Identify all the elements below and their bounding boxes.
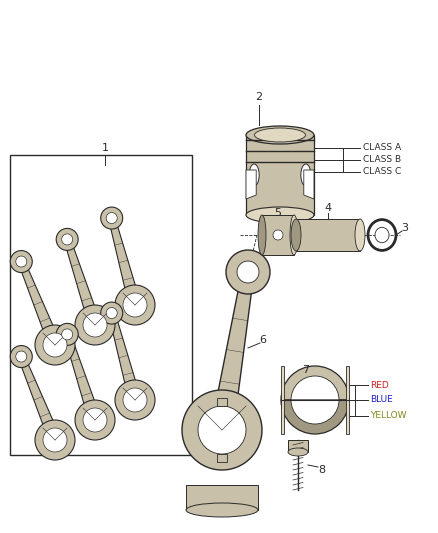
Ellipse shape bbox=[258, 215, 266, 255]
Circle shape bbox=[62, 329, 73, 340]
Circle shape bbox=[198, 406, 246, 454]
Ellipse shape bbox=[290, 215, 298, 255]
Text: CLASS C: CLASS C bbox=[363, 167, 401, 176]
Wedge shape bbox=[291, 376, 339, 400]
Ellipse shape bbox=[355, 219, 365, 251]
Circle shape bbox=[35, 325, 75, 365]
Circle shape bbox=[75, 400, 115, 440]
Ellipse shape bbox=[246, 126, 314, 144]
Polygon shape bbox=[110, 319, 137, 388]
Circle shape bbox=[123, 293, 147, 317]
Bar bbox=[346, 366, 349, 434]
Text: 1: 1 bbox=[102, 143, 109, 153]
Text: RED: RED bbox=[370, 381, 389, 390]
Circle shape bbox=[115, 380, 155, 420]
Circle shape bbox=[101, 207, 123, 229]
Circle shape bbox=[35, 420, 75, 460]
Circle shape bbox=[101, 302, 123, 324]
Ellipse shape bbox=[291, 219, 301, 251]
Circle shape bbox=[123, 388, 147, 412]
Circle shape bbox=[83, 313, 107, 337]
Ellipse shape bbox=[186, 503, 258, 517]
Ellipse shape bbox=[249, 164, 259, 186]
Ellipse shape bbox=[254, 128, 305, 142]
Bar bbox=[217, 398, 227, 406]
Polygon shape bbox=[66, 340, 96, 408]
Text: CLASS A: CLASS A bbox=[363, 143, 401, 152]
Circle shape bbox=[182, 390, 262, 470]
Text: BLUE: BLUE bbox=[370, 395, 393, 405]
Circle shape bbox=[237, 261, 259, 283]
Text: 2: 2 bbox=[255, 92, 262, 102]
Circle shape bbox=[43, 333, 67, 357]
Circle shape bbox=[16, 351, 27, 362]
Bar bbox=[296, 219, 360, 251]
Ellipse shape bbox=[375, 227, 389, 243]
Ellipse shape bbox=[273, 230, 283, 240]
Circle shape bbox=[226, 250, 270, 294]
Polygon shape bbox=[21, 361, 55, 429]
Text: YELLOW: YELLOW bbox=[370, 411, 406, 421]
Text: 8: 8 bbox=[318, 465, 325, 475]
Text: 3: 3 bbox=[402, 223, 409, 233]
Wedge shape bbox=[281, 366, 349, 400]
Circle shape bbox=[75, 305, 115, 345]
Text: 4: 4 bbox=[325, 203, 332, 213]
Text: 5: 5 bbox=[275, 208, 282, 218]
Bar bbox=[246, 135, 314, 215]
Wedge shape bbox=[281, 400, 349, 434]
Ellipse shape bbox=[288, 448, 308, 456]
Bar bbox=[10, 155, 192, 455]
Circle shape bbox=[10, 251, 32, 272]
Circle shape bbox=[106, 308, 117, 319]
Polygon shape bbox=[246, 170, 256, 199]
Circle shape bbox=[16, 256, 27, 267]
Circle shape bbox=[83, 408, 107, 432]
Bar bbox=[217, 454, 227, 462]
Text: 7: 7 bbox=[302, 365, 310, 375]
Circle shape bbox=[115, 285, 155, 325]
Ellipse shape bbox=[301, 164, 311, 186]
Text: 6: 6 bbox=[259, 335, 266, 345]
Polygon shape bbox=[216, 284, 252, 404]
Circle shape bbox=[106, 213, 117, 223]
Polygon shape bbox=[110, 223, 137, 293]
Polygon shape bbox=[304, 170, 314, 199]
Circle shape bbox=[10, 345, 32, 368]
Bar bbox=[262, 215, 294, 255]
Bar bbox=[288, 440, 308, 452]
Polygon shape bbox=[66, 245, 96, 313]
Bar bbox=[281, 366, 284, 434]
Circle shape bbox=[56, 324, 78, 345]
Wedge shape bbox=[291, 400, 339, 424]
Bar bbox=[186, 485, 258, 510]
Circle shape bbox=[62, 234, 73, 245]
Polygon shape bbox=[21, 266, 55, 334]
Circle shape bbox=[56, 229, 78, 251]
Ellipse shape bbox=[246, 207, 314, 223]
Text: CLASS B: CLASS B bbox=[363, 156, 401, 165]
Circle shape bbox=[43, 428, 67, 452]
